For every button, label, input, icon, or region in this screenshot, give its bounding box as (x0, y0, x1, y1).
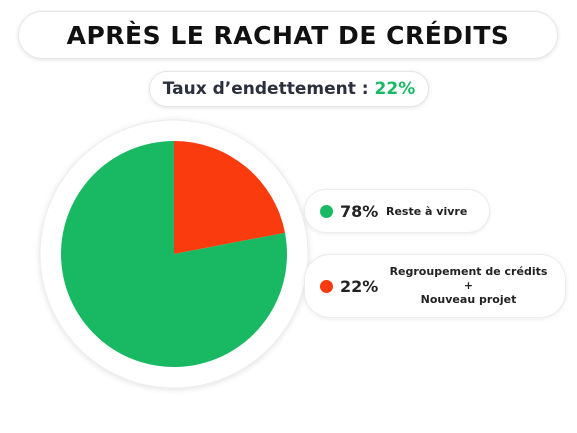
legend-label: Reste à vivre (386, 204, 468, 218)
legend-dot-red (320, 279, 333, 293)
legend-percent: 22% (340, 276, 379, 296)
page-title: APRÈS LE RACHAT DE CRÉDITS (66, 20, 510, 50)
pie-slice-1 (61, 141, 287, 367)
pie-slices (61, 141, 287, 367)
legend-item-reste-a-vivre: 78% Reste à vivre (304, 189, 490, 233)
pie-slice-0 (174, 141, 285, 254)
title-banner: APRÈS LE RACHAT DE CRÉDITS (18, 11, 558, 59)
legend-percent: 78% (340, 201, 379, 221)
debt-rate-badge: Taux d’endettement : 22% (149, 71, 429, 107)
debt-rate-value: 22% (374, 79, 416, 99)
legend-dot-green (320, 204, 333, 218)
legend-label-line: Regroupement de crédits (389, 265, 548, 278)
legend-item-regroupement: 22% Regroupement de crédits + Nouveau pr… (304, 254, 566, 318)
debt-rate-label: Taux d’endettement : (162, 79, 369, 99)
legend-label-line: Nouveau projet (420, 293, 517, 306)
legend-label-line: + (463, 279, 474, 292)
legend-label: Regroupement de crédits + Nouveau projet (384, 265, 565, 307)
